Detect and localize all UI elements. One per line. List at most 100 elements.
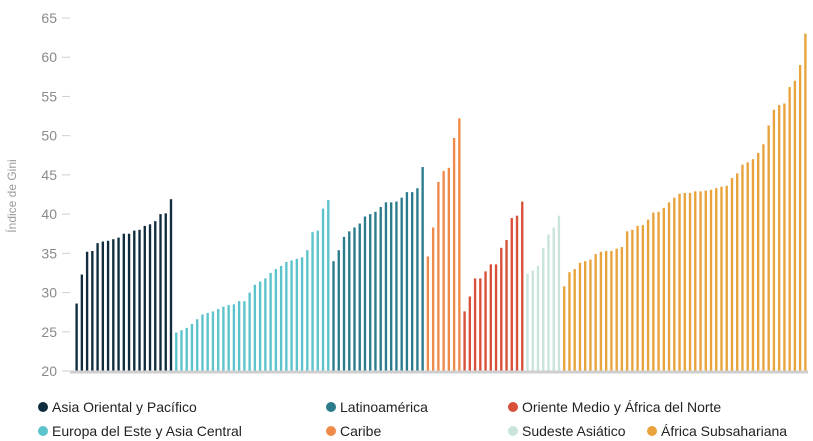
bar (783, 103, 786, 371)
bar (395, 201, 398, 371)
bar (258, 281, 262, 371)
bar (175, 332, 178, 371)
bar (563, 286, 566, 371)
bar (646, 219, 650, 371)
bar (463, 311, 466, 371)
bar (741, 164, 744, 371)
bar (431, 227, 435, 371)
bar (447, 167, 451, 371)
bar (353, 227, 356, 371)
bar (133, 230, 136, 371)
bar (500, 247, 503, 371)
bar (337, 250, 340, 371)
bar (164, 213, 167, 371)
bar (185, 327, 188, 371)
bar (217, 309, 220, 371)
bar (222, 306, 225, 371)
bar (279, 265, 283, 371)
bar (736, 173, 739, 371)
bar (426, 256, 430, 371)
bar (253, 284, 257, 371)
bar (410, 192, 414, 371)
bar (473, 278, 477, 371)
bar (625, 231, 629, 371)
bar (636, 225, 639, 371)
bar (667, 202, 671, 371)
bar (709, 189, 713, 371)
bar (542, 247, 545, 371)
bar (788, 87, 791, 371)
bar (715, 188, 718, 371)
bar (594, 254, 597, 371)
bar (248, 292, 251, 371)
bar (101, 241, 105, 371)
bar (757, 152, 760, 371)
bar (206, 312, 209, 371)
bar (746, 162, 749, 371)
y-tick-label: 40 (41, 206, 57, 222)
bar (264, 278, 267, 371)
bar (468, 296, 472, 371)
bar (720, 186, 723, 371)
y-axis: 20 25 30 35 40 45 50 55 60 65 (41, 10, 70, 379)
bar (274, 269, 278, 371)
bar (106, 240, 110, 371)
bar (505, 240, 508, 371)
bar (91, 250, 94, 371)
bar (536, 265, 540, 371)
bar (159, 214, 162, 371)
y-tick-label: 50 (41, 128, 57, 144)
bar (311, 232, 314, 371)
y-tick-label: 45 (41, 167, 57, 183)
bar (568, 272, 571, 371)
bar (762, 144, 765, 371)
bar (405, 192, 409, 371)
bar (75, 303, 78, 371)
bar (704, 190, 707, 371)
bar (479, 278, 482, 371)
bar (384, 202, 388, 371)
bar (148, 224, 152, 371)
y-tick-label: 35 (41, 245, 57, 261)
bar (526, 273, 529, 371)
bar (694, 191, 697, 371)
bar (96, 243, 99, 371)
bar (751, 159, 755, 371)
bar (332, 261, 335, 371)
bar (484, 271, 487, 371)
bar (154, 221, 157, 371)
bar (631, 229, 634, 371)
y-tick-label: 60 (41, 49, 57, 65)
bar (285, 261, 288, 371)
bar (85, 251, 89, 371)
bar (683, 192, 686, 371)
bar (348, 231, 351, 371)
bar (510, 218, 513, 371)
bar (599, 251, 603, 371)
bar (321, 208, 325, 371)
bar (578, 262, 582, 371)
bar (688, 192, 692, 371)
bar (316, 230, 319, 371)
bar (363, 216, 367, 371)
bar (227, 305, 230, 371)
bar (112, 239, 115, 371)
bar (295, 258, 298, 371)
bar (122, 233, 125, 371)
bar (243, 301, 246, 371)
bar (232, 304, 236, 371)
bar (342, 236, 346, 371)
bar (421, 167, 424, 371)
bar (379, 207, 382, 371)
y-tick-label: 30 (41, 285, 57, 301)
y-tick-label: 25 (41, 324, 57, 340)
bar (798, 65, 802, 371)
bar (306, 250, 309, 371)
bar (143, 225, 146, 371)
bar (547, 234, 550, 371)
bar (662, 207, 665, 371)
bar (190, 323, 194, 371)
bar (358, 223, 361, 371)
bar (767, 125, 770, 371)
